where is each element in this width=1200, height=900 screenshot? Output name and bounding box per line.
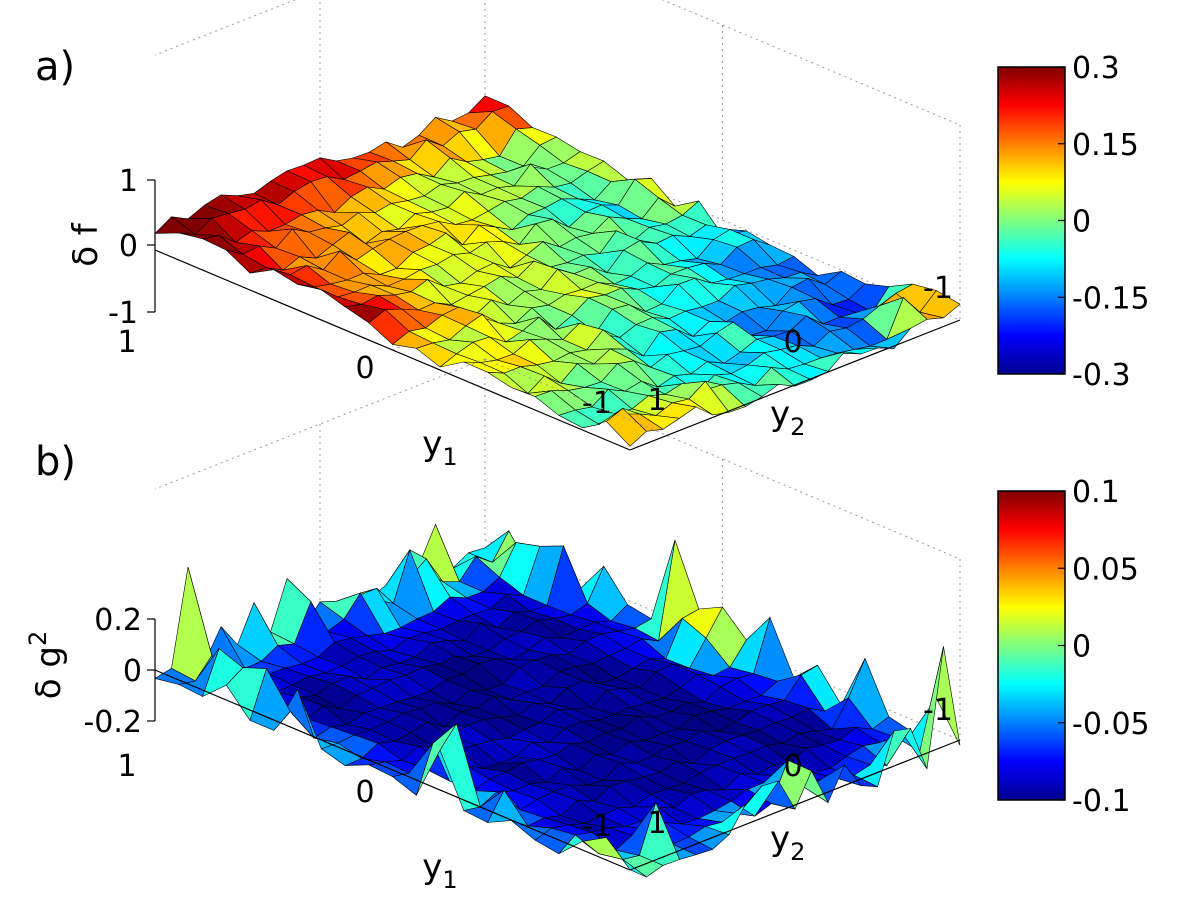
- x-axis-line: [154, 669, 631, 871]
- z-tick-label: 1: [119, 164, 138, 199]
- x-tick-label: 0: [355, 775, 374, 810]
- colorbar-tick-label: -0.05: [1072, 707, 1150, 742]
- x-tick-label: 0: [355, 351, 374, 386]
- x-tick-label: 1: [117, 749, 136, 784]
- panel-a-ylabel: y2: [770, 394, 805, 441]
- y-axis-line: [629, 739, 961, 871]
- colorbar-tick-label: 0.1: [1072, 475, 1120, 510]
- panel-b-ylabel: y2: [770, 819, 805, 866]
- colorbar-tick-label: 0.05: [1072, 552, 1139, 587]
- panel-b-axes: 0.2 0 -0.2 1 0 -1 1 0 -1: [83, 603, 961, 871]
- panel-b-surface: [154, 523, 961, 878]
- colorbar-tick-label: -0.15: [1072, 281, 1150, 316]
- x-axis-line: [154, 249, 631, 451]
- panel-b-zlabel: δ g2: [24, 631, 69, 699]
- surface-patch: [171, 566, 213, 682]
- x-tick-label: 1: [117, 325, 136, 360]
- panel-a-surface: [154, 95, 961, 447]
- colorbar-tick-label: 0: [1072, 205, 1091, 240]
- panel-b-xlabel: y1: [422, 847, 457, 894]
- y-tick-label: 1: [647, 806, 666, 841]
- surface-patch: [154, 668, 197, 685]
- z-tick-label: -1: [108, 296, 138, 331]
- colorbar-tick-label: 0: [1072, 630, 1091, 665]
- x-tick-label: -1: [582, 386, 612, 421]
- panel-b-colorbar: 0.1 0.05 0 -0.05 -0.1: [997, 475, 1150, 819]
- gridline: [154, 0, 296, 56]
- panel-a-axes: 10-110-1 10-1: [108, 164, 961, 451]
- panel-a-xlabel: y1: [422, 424, 457, 471]
- colorbar-tick-label: -0.1: [1072, 784, 1131, 819]
- panel-a: a) 10-110-1 10-1 δ f y1 y2 0.30.150-0.15-…: [35, 0, 1150, 471]
- panel-b: b) 0.2 0 -0.2 1 0 -1 1 0 -1 δ g2 y1 y2 0.1 0.05 0 -…: [24, 358, 1150, 894]
- z-tick-label: -0.2: [83, 705, 142, 740]
- gridline: [484, 358, 961, 560]
- y-axis-line: [629, 319, 961, 451]
- panel-b-label: b): [35, 439, 76, 485]
- z-tick-label: 0.2: [94, 603, 142, 638]
- surface-patch: [154, 216, 197, 235]
- y-tick-label: -1: [923, 271, 953, 306]
- panel-a-label: a): [35, 44, 75, 90]
- z-tick-label: 0: [123, 654, 142, 689]
- y-tick-label: 0: [783, 325, 802, 360]
- x-tick-label: -1: [582, 809, 612, 844]
- colorbar-tick-label: 0.15: [1072, 128, 1139, 163]
- z-tick-label: 0: [119, 229, 138, 264]
- y-tick-label: -1: [923, 693, 953, 728]
- panel-a-zlabel: δ f: [66, 222, 106, 267]
- y-tick-label: 0: [783, 749, 802, 784]
- y-tick-label: 1: [647, 383, 666, 418]
- gridline: [154, 358, 486, 490]
- colorbar-tick-label: 0.3: [1072, 51, 1120, 86]
- panel-a-colorbar: 0.3 0.15 0 -0.15 -0.3: [997, 51, 1150, 393]
- colorbar-tick-label: -0.3: [1072, 358, 1131, 393]
